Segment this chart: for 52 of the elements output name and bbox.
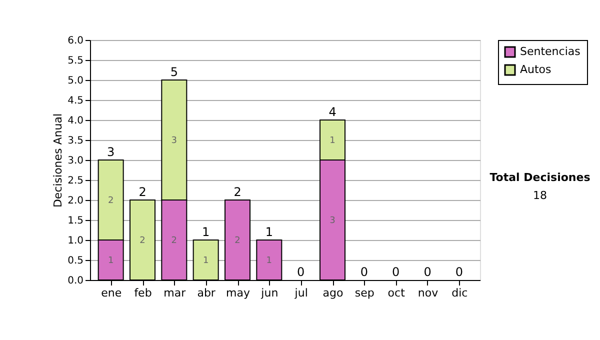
- x-tick-label: oct: [388, 286, 406, 300]
- x-tick-label: may: [226, 286, 250, 300]
- data-label: 3: [330, 216, 336, 226]
- x-tick-label: nov: [418, 286, 439, 300]
- total-label: 2: [138, 185, 146, 199]
- data-label: 1: [202, 256, 209, 266]
- y-tick-label: 1.0: [68, 236, 84, 246]
- legend-label: Sentencias: [520, 45, 581, 58]
- total-label: 5: [170, 65, 178, 79]
- total-label: 2: [234, 185, 242, 199]
- y-tick-label: 0.0: [68, 276, 84, 286]
- x-tick-label: sep: [354, 286, 374, 300]
- total-label: 1: [265, 225, 273, 239]
- text: 18: [533, 189, 547, 202]
- data-label: 1: [330, 136, 336, 146]
- y-axis-title: Decisiones Anual: [52, 113, 65, 208]
- y-tick-label: 2.0: [68, 196, 84, 206]
- data-label: 2: [171, 236, 178, 246]
- total-label: 1: [202, 225, 210, 239]
- x-tick-label: jun: [260, 286, 278, 300]
- x-tick-label: dic: [452, 286, 468, 300]
- data-label: 2: [234, 236, 240, 246]
- x-tick-label: jul: [294, 286, 308, 300]
- text: Total Decisiones: [490, 171, 591, 184]
- x-tick-label: ene: [101, 286, 122, 300]
- total-label: 0: [455, 265, 463, 279]
- y-tick-label: 4.0: [68, 116, 84, 126]
- x-tick-label: mar: [164, 286, 186, 300]
- legend-label: Autos: [520, 63, 552, 76]
- y-tick-label: 3.0: [68, 156, 84, 166]
- data-label: 2: [140, 236, 146, 246]
- data-label: 1: [108, 256, 114, 266]
- total-label: 0: [424, 265, 432, 279]
- y-tick-label: 5.5: [68, 56, 84, 66]
- data-label: 1: [266, 256, 272, 266]
- total-label: 4: [328, 105, 336, 119]
- total-label: 0: [297, 265, 305, 279]
- data-label: 3: [171, 136, 178, 146]
- y-tick-label: 3.5: [68, 136, 84, 146]
- x-tick-label: ago: [322, 286, 344, 300]
- y-tick-label: 1.5: [68, 216, 84, 226]
- y-tick-label: 5.0: [68, 76, 84, 86]
- total-label: 0: [392, 265, 400, 279]
- y-tick-label: 4.5: [68, 96, 84, 106]
- y-tick-label: 6.0: [68, 36, 84, 46]
- y-tick-label: 2.5: [68, 176, 84, 186]
- data-label: 2: [108, 196, 114, 206]
- x-tick-label: abr: [197, 286, 216, 300]
- total-label: 3: [107, 145, 115, 159]
- y-tick-label: 0.5: [68, 256, 84, 266]
- x-tick-label: feb: [134, 286, 152, 300]
- total-label: 0: [360, 265, 368, 279]
